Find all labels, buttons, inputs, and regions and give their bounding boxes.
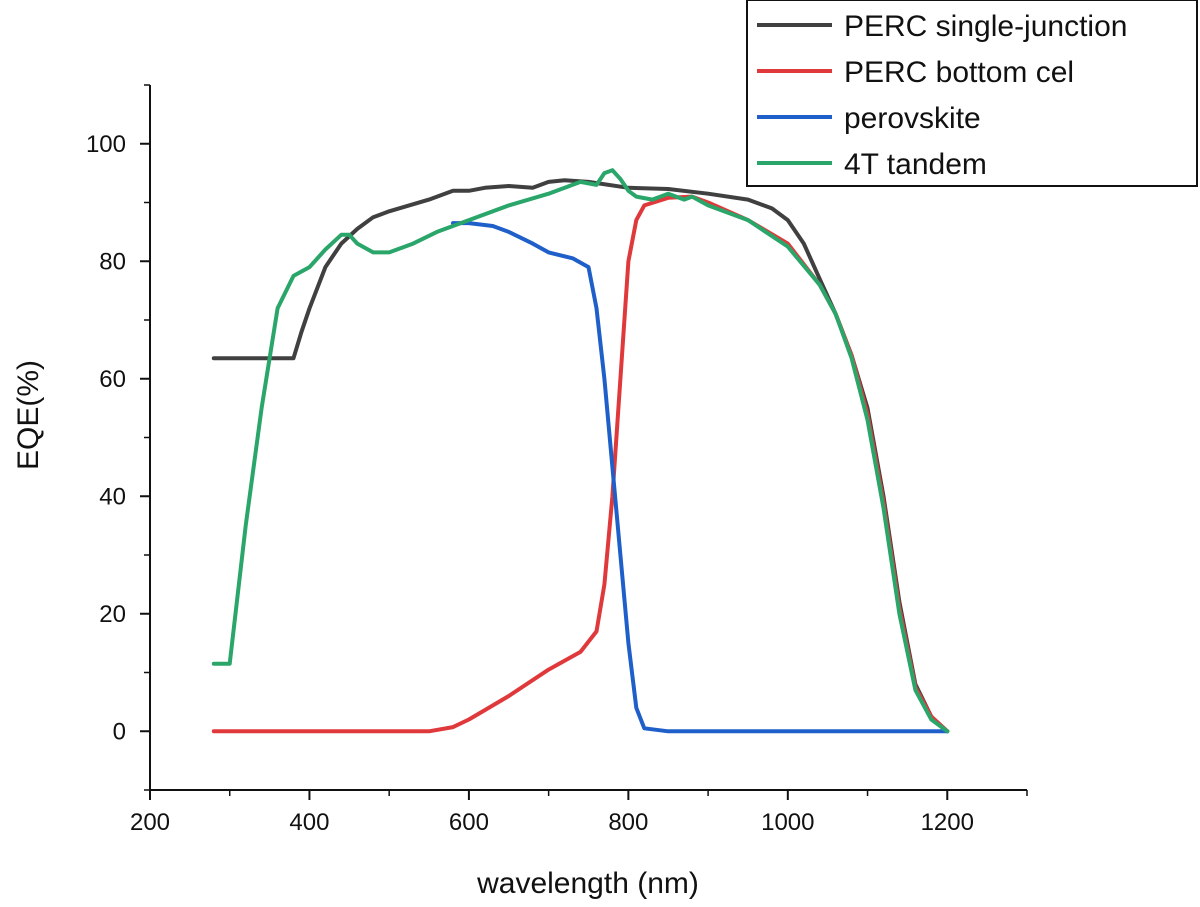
x-tick-label: 600	[449, 809, 489, 836]
legend-box	[746, 0, 1198, 187]
x-tick-label: 400	[289, 809, 329, 836]
series-line-2	[211, 194, 950, 734]
y-tick-label: 0	[113, 718, 126, 745]
legend-label-3: perovskite	[844, 102, 981, 135]
legend-label-2: PERC bottom cel	[844, 56, 1074, 89]
x-tick-label: 800	[608, 809, 648, 836]
y-tick-label: 100	[86, 131, 126, 158]
series-line-3	[451, 221, 950, 734]
axes: 200 400 600 800 1000 1200 0 20 40 60 80 100	[86, 84, 1028, 836]
y-tick-label: 40	[99, 483, 126, 510]
legend-label-1: PERC single-junction	[844, 10, 1127, 43]
y-tick-label: 20	[99, 601, 126, 628]
series-line-4	[211, 168, 950, 734]
x-tick-label: 1200	[921, 809, 974, 836]
x-axis-title: wavelength (nm)	[476, 867, 699, 900]
y-tick-label: 80	[99, 248, 126, 275]
x-tick-label: 1000	[761, 809, 814, 836]
legend: PERC single-junction PERC bottom cel perov…	[746, 0, 1198, 187]
y-axis-title: EQE(%)	[12, 360, 45, 470]
data-series	[211, 168, 950, 734]
y-tick-label: 60	[99, 366, 126, 393]
legend-label-4: 4T tandem	[844, 148, 987, 181]
x-tick-label: 200	[130, 809, 170, 836]
